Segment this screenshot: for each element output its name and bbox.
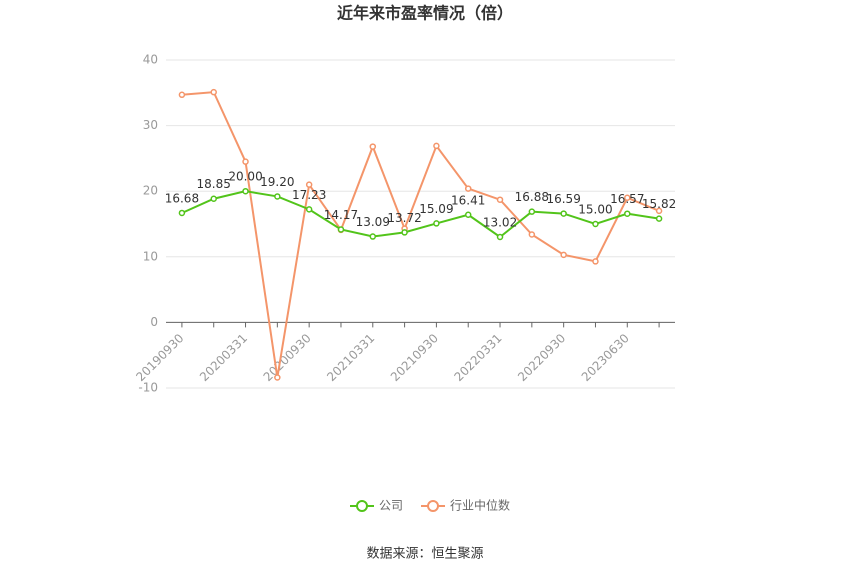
legend-label: 公司 bbox=[379, 499, 403, 513]
point bbox=[305, 206, 313, 213]
point bbox=[464, 185, 472, 192]
data-label: 15.09 bbox=[419, 202, 453, 216]
x-tick-label: 20210331 bbox=[324, 331, 377, 384]
point bbox=[242, 187, 249, 195]
point bbox=[560, 251, 567, 259]
point bbox=[433, 142, 440, 150]
point bbox=[305, 181, 313, 188]
point bbox=[401, 229, 408, 236]
data-label: 16.88 bbox=[515, 190, 549, 204]
data-label: 13.02 bbox=[483, 215, 517, 229]
y-tick-label: 40 bbox=[143, 53, 158, 67]
point bbox=[242, 158, 249, 165]
data-label: 20.00 bbox=[228, 170, 262, 184]
x-tick-label: 20200930 bbox=[261, 331, 314, 384]
data-label: 17.23 bbox=[292, 188, 326, 202]
y-tick-label: 10 bbox=[143, 249, 158, 263]
chart-title: 近年来市盈率情况（倍） bbox=[337, 4, 513, 23]
data-label: 16.59 bbox=[546, 192, 580, 206]
point bbox=[496, 196, 504, 203]
point bbox=[274, 374, 281, 381]
data-label: 16.68 bbox=[165, 191, 199, 205]
point bbox=[496, 233, 504, 241]
x-tick-label: 20200331 bbox=[197, 331, 250, 384]
point bbox=[560, 210, 567, 217]
x-tick-label: 20190930 bbox=[133, 331, 186, 384]
data-label: 13.09 bbox=[356, 215, 390, 229]
point bbox=[369, 233, 377, 240]
x-tick-label: 20210930 bbox=[388, 331, 441, 384]
data-label: 15.00 bbox=[578, 203, 612, 217]
y-tick-label: 30 bbox=[143, 118, 158, 132]
point bbox=[337, 226, 345, 233]
data-label: 13.72 bbox=[387, 211, 421, 225]
point bbox=[274, 193, 281, 200]
data-label: 19.20 bbox=[260, 175, 294, 189]
point bbox=[369, 143, 377, 150]
series-line bbox=[181, 190, 660, 239]
point bbox=[592, 258, 599, 265]
x-tick-label: 20220930 bbox=[515, 331, 568, 384]
point bbox=[433, 220, 440, 227]
y-tick-label: 20 bbox=[143, 184, 158, 198]
data-label: 16.41 bbox=[451, 193, 485, 207]
point bbox=[528, 208, 536, 215]
y-tick-label: 0 bbox=[150, 315, 158, 329]
point bbox=[624, 210, 631, 217]
point bbox=[655, 215, 663, 222]
point bbox=[178, 91, 186, 99]
point bbox=[210, 195, 217, 202]
point bbox=[624, 194, 631, 202]
point bbox=[178, 209, 186, 217]
data-label: 15.82 bbox=[642, 197, 676, 211]
data-label: 14.17 bbox=[324, 208, 358, 222]
x-tick-label: 20230630 bbox=[579, 331, 632, 384]
point bbox=[528, 231, 536, 238]
legend-marker bbox=[356, 500, 368, 512]
legend-label: 行业中位数 bbox=[450, 498, 510, 513]
source: 数据来源：恒生聚源 bbox=[366, 547, 483, 562]
series-line bbox=[181, 91, 660, 378]
y-tick-label: -10 bbox=[138, 381, 158, 395]
legend-marker bbox=[427, 500, 440, 512]
point bbox=[655, 207, 663, 215]
data-label: 18.85 bbox=[197, 177, 231, 191]
point bbox=[592, 220, 599, 228]
point bbox=[210, 88, 217, 96]
point bbox=[464, 211, 472, 219]
data-label: 16.57 bbox=[610, 192, 644, 206]
x-tick-label: 20220331 bbox=[452, 331, 505, 384]
